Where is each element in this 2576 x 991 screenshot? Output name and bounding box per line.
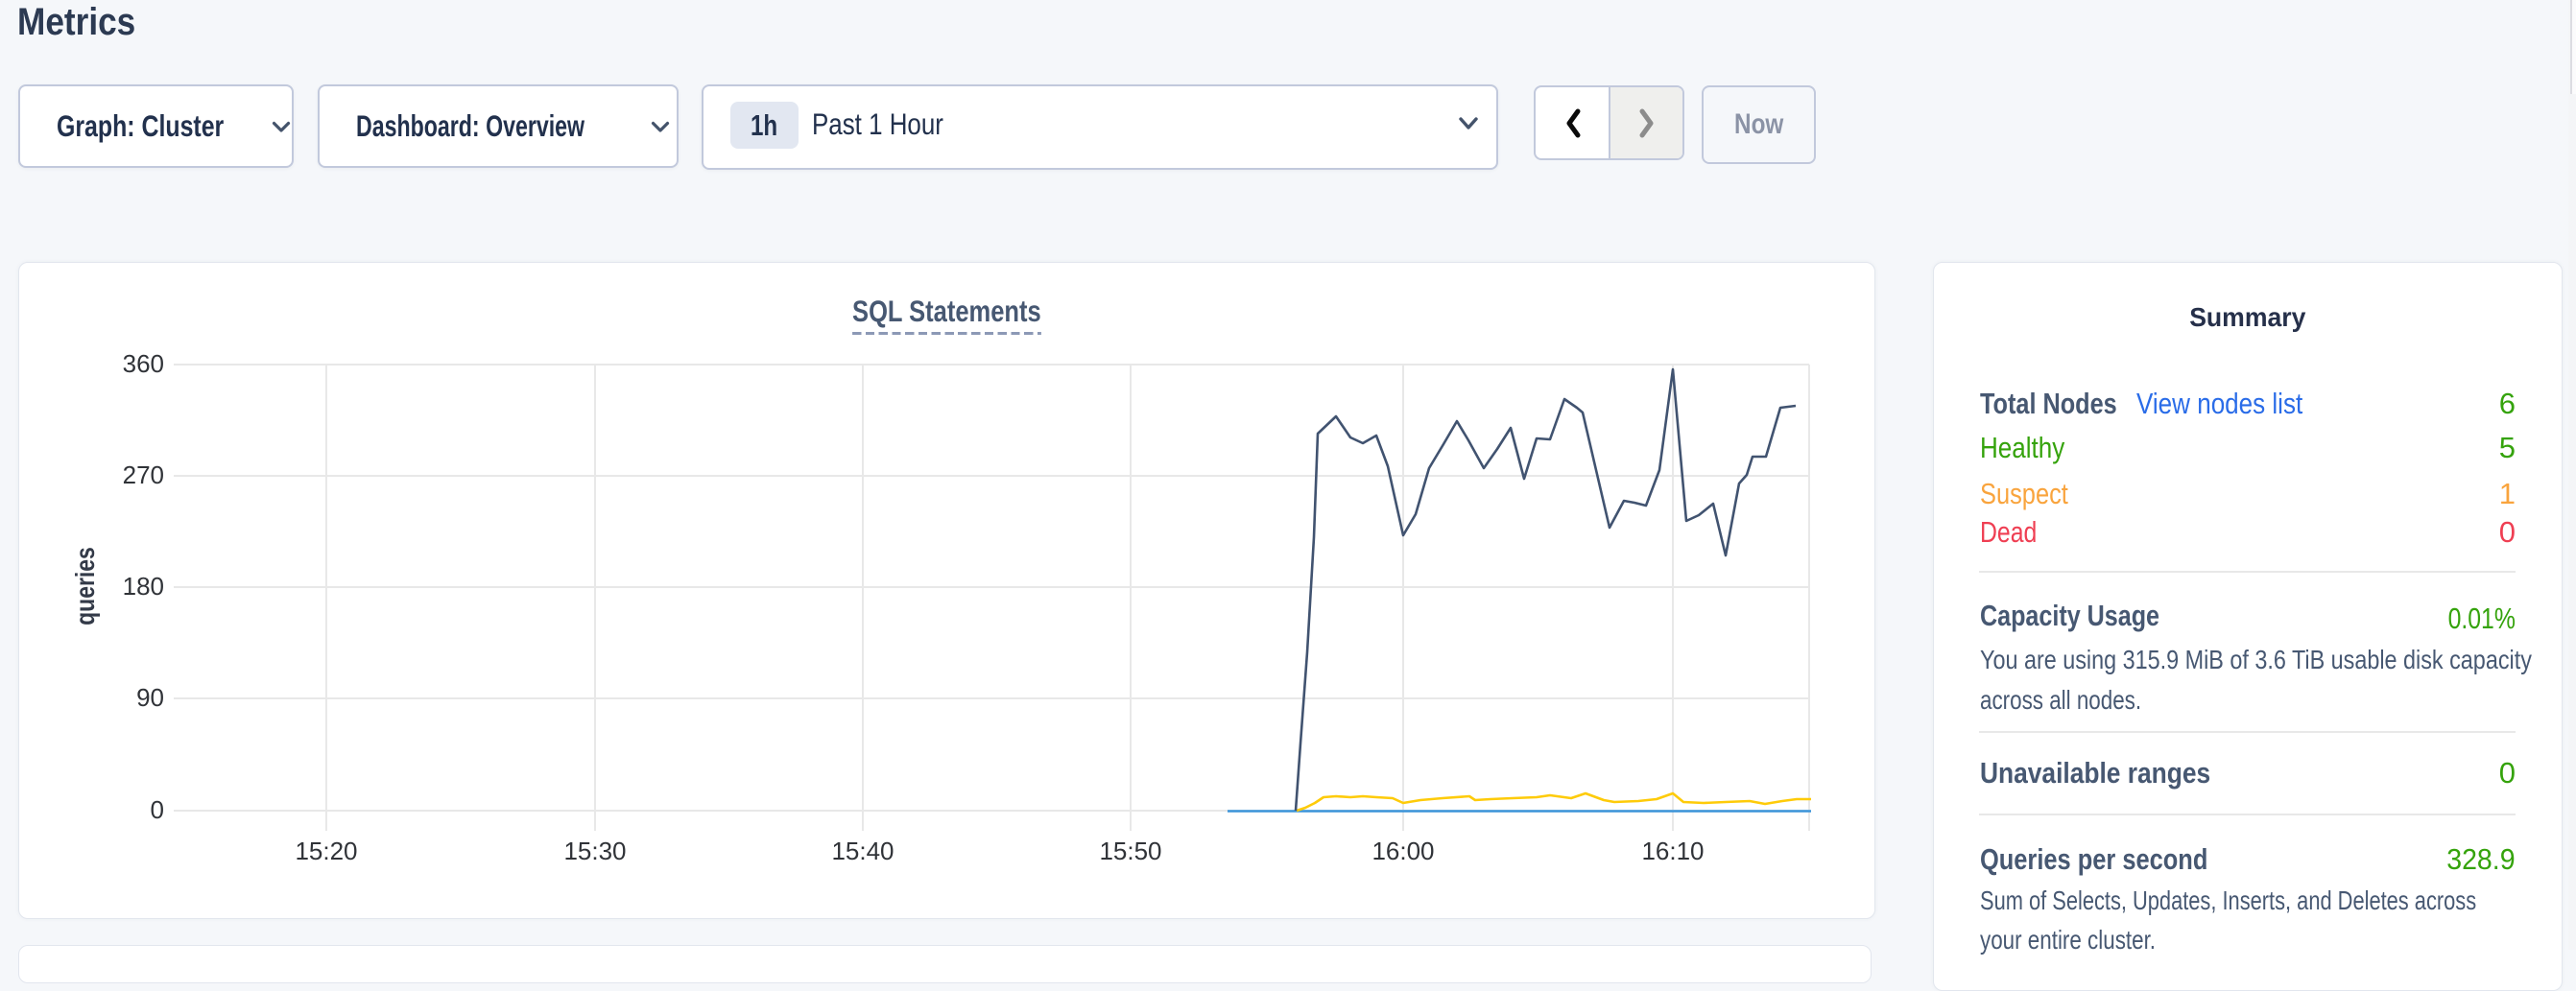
svg-text:16:00: 16:00 xyxy=(1371,837,1434,865)
svg-text:15:40: 15:40 xyxy=(831,837,894,865)
svg-text:360: 360 xyxy=(123,349,164,378)
svg-text:90: 90 xyxy=(136,683,164,712)
svg-text:16:10: 16:10 xyxy=(1641,837,1704,865)
svg-text:15:20: 15:20 xyxy=(295,837,357,865)
svg-text:270: 270 xyxy=(123,460,164,489)
svg-text:queries: queries xyxy=(71,547,101,625)
svg-text:15:50: 15:50 xyxy=(1099,837,1161,865)
svg-text:15:30: 15:30 xyxy=(563,837,626,865)
svg-text:180: 180 xyxy=(123,572,164,601)
svg-text:0: 0 xyxy=(151,795,164,824)
